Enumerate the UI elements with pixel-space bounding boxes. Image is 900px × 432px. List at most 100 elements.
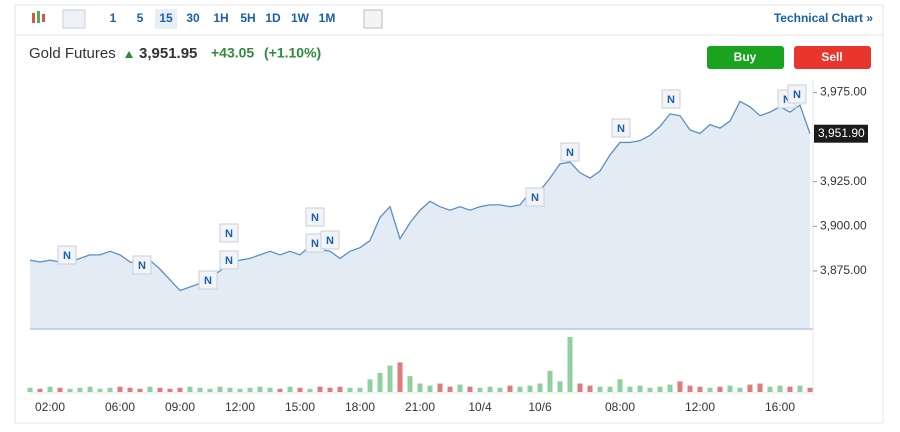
x-tick-label: 12:00 (225, 400, 255, 414)
volume-bar (237, 388, 243, 392)
volume-bar (697, 386, 703, 392)
volume-bar (437, 383, 443, 392)
x-tick-label: 08:00 (605, 400, 635, 414)
interval-button[interactable]: 1D (265, 11, 281, 25)
volume-bar (777, 385, 783, 392)
volume-bar (77, 387, 83, 392)
volume-bar (467, 386, 473, 392)
y-tick-label: 3,925.00 (820, 174, 867, 188)
y-tick-label: 3,875.00 (820, 263, 867, 277)
volume-bar (577, 383, 583, 392)
news-marker-label: N (204, 275, 212, 287)
volume-bar (327, 387, 333, 392)
x-tick-label: 16:00 (765, 400, 795, 414)
interval-button[interactable]: 5 (137, 11, 144, 25)
volume-bar (647, 387, 653, 392)
last-price-label: 3,951.90 (818, 126, 865, 140)
change: +43.05 (211, 45, 254, 61)
volume-bar (217, 386, 223, 392)
volume-bar (207, 388, 213, 392)
interval-button[interactable]: 30 (186, 11, 200, 25)
news-marker[interactable] (787, 84, 807, 104)
news-marker-label: N (793, 89, 801, 101)
volume-bar (417, 383, 423, 392)
news-marker[interactable] (661, 89, 681, 109)
volume-bar (367, 379, 373, 392)
sell-label[interactable]: Sell (821, 50, 842, 64)
interval-button[interactable]: 1W (291, 11, 310, 25)
y-tick-label: 3,900.00 (820, 218, 867, 232)
volume-bar (657, 386, 663, 392)
news-marker[interactable] (305, 207, 325, 227)
news-marker-label: N (63, 250, 71, 262)
up-arrow (125, 51, 133, 58)
volume-bar (787, 386, 793, 392)
technical-chart-link[interactable]: Technical Chart » (774, 11, 873, 25)
volume-bar (97, 388, 103, 392)
volume-bar (497, 387, 503, 392)
interval-button[interactable]: 5H (240, 11, 255, 25)
volume-bar (547, 370, 553, 392)
volume-bar (807, 387, 813, 392)
buy-label[interactable]: Buy (734, 50, 757, 64)
volume-bar (457, 384, 463, 392)
news-marker[interactable] (320, 230, 340, 250)
volume-bar (307, 388, 313, 392)
layout-icon[interactable] (363, 9, 383, 29)
volume-bar (517, 386, 523, 392)
candle-icon[interactable] (32, 11, 45, 23)
volume-bar (727, 385, 733, 392)
volume-bar (267, 387, 273, 392)
volume-bar (767, 386, 773, 392)
news-marker-label: N (225, 228, 233, 240)
news-marker[interactable] (219, 223, 239, 243)
x-tick-label: 21:00 (405, 400, 435, 414)
interval-button[interactable]: 1M (319, 11, 336, 25)
x-tick-label: 02:00 (35, 400, 65, 414)
news-marker[interactable] (57, 245, 77, 265)
news-marker-label: N (225, 255, 233, 267)
news-marker-label: N (667, 94, 675, 106)
active-interval (155, 9, 177, 29)
volume-bar (487, 386, 493, 392)
news-marker[interactable] (132, 255, 152, 275)
volume-bar (147, 386, 153, 392)
news-marker[interactable] (198, 270, 218, 290)
interval-button[interactable]: 1 (110, 11, 117, 25)
volume-bar (47, 386, 53, 392)
volume-bar (137, 388, 143, 392)
volume-bar (57, 387, 63, 392)
area-icon[interactable] (62, 9, 86, 29)
news-marker-label: N (783, 94, 791, 106)
interval-button[interactable]: 1H (213, 11, 228, 25)
volume-bar (197, 387, 203, 392)
interval-button[interactable]: 15 (159, 11, 173, 25)
sell-button[interactable] (794, 46, 871, 69)
volume-bar (477, 387, 483, 392)
buy-button[interactable] (707, 46, 784, 69)
volume-bar (377, 372, 383, 392)
volume-bar (667, 384, 673, 392)
volume-bar (127, 387, 133, 392)
volume-bar (27, 387, 33, 392)
volume-bar (247, 387, 253, 392)
volume-bar (627, 386, 633, 392)
news-marker-label: N (617, 123, 625, 135)
volume-bar (537, 383, 543, 392)
volume-bar (177, 387, 183, 392)
volume-bar (407, 376, 413, 392)
x-tick-label: 09:00 (165, 400, 195, 414)
volume-bar (677, 381, 683, 392)
news-marker[interactable] (219, 250, 239, 270)
volume-bar (257, 386, 263, 392)
volume-bar (297, 387, 303, 392)
news-marker[interactable] (611, 118, 631, 138)
news-marker[interactable] (560, 142, 580, 162)
volume-bar (737, 387, 743, 392)
volume-bar (397, 362, 403, 392)
news-marker[interactable] (525, 187, 545, 207)
volume-bar (287, 386, 293, 392)
x-tick-label: 18:00 (345, 400, 375, 414)
volume-bar (747, 384, 753, 392)
